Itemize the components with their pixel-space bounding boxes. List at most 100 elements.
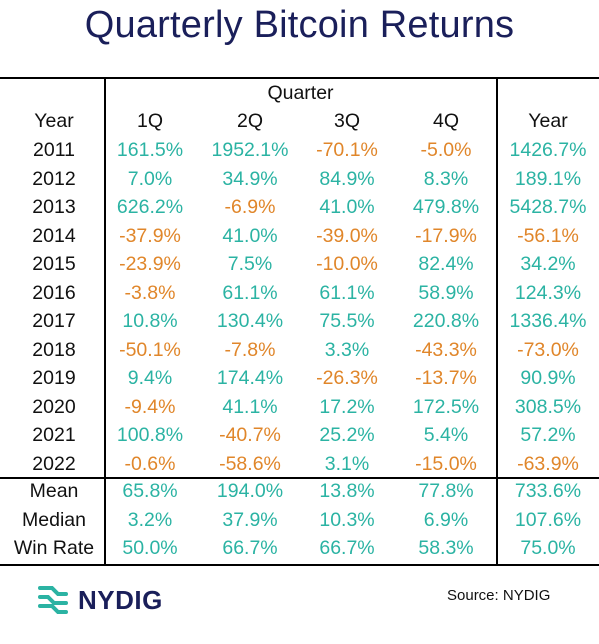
return-cell: 1426.7% xyxy=(509,139,587,161)
return-cell: -58.6% xyxy=(219,452,281,475)
quarter-column-header: 3Q xyxy=(333,110,360,132)
return-cell: 10.8% xyxy=(122,310,178,332)
row-year-label: 2015 xyxy=(32,253,76,275)
return-cell: 174.4% xyxy=(216,367,284,389)
return-cell: 34.9% xyxy=(222,167,278,190)
return-cell: 75.5% xyxy=(319,310,375,332)
return-cell: 8.3% xyxy=(423,167,469,190)
return-cell: 100.8% xyxy=(116,424,184,446)
return-cell: 57.2% xyxy=(520,424,576,446)
return-cell: -39.0% xyxy=(316,224,378,247)
return-cell: 61.1% xyxy=(222,281,278,304)
return-cell: -40.7% xyxy=(219,424,281,446)
return-cell: 3.3% xyxy=(324,338,370,361)
source-note: Source: NYDIG xyxy=(447,587,551,604)
return-cell: 7.0% xyxy=(127,167,173,190)
return-cell: -3.8% xyxy=(124,281,176,304)
table-bottom-rule xyxy=(0,564,599,566)
quarter-column-header: 4Q xyxy=(432,110,459,132)
return-cell: 220.8% xyxy=(412,310,480,332)
row-year-label: 2016 xyxy=(32,281,76,304)
return-cell: 5.4% xyxy=(423,424,469,446)
return-cell: -5.0% xyxy=(420,139,472,161)
summary-cell: 107.6% xyxy=(514,508,582,531)
nydig-logo: NYDIG xyxy=(36,582,163,618)
return-cell: -70.1% xyxy=(316,139,378,161)
summary-row-label: Mean xyxy=(29,480,79,502)
summary-cell: 50.0% xyxy=(122,537,178,559)
summary-cell: 77.8% xyxy=(418,480,474,502)
summary-cell: 65.8% xyxy=(122,480,178,502)
return-cell: -13.7% xyxy=(415,367,477,389)
return-cell: 25.2% xyxy=(319,424,375,446)
return-cell: 130.4% xyxy=(216,310,284,332)
return-cell: 82.4% xyxy=(418,253,474,275)
return-cell: 5428.7% xyxy=(509,196,587,218)
return-cell: 626.2% xyxy=(116,196,184,218)
summary-cell: 37.9% xyxy=(222,508,278,531)
return-cell: 9.4% xyxy=(127,367,173,389)
summary-cell: 66.7% xyxy=(222,537,278,559)
summary-cell: 6.9% xyxy=(423,508,469,531)
return-cell: 308.5% xyxy=(514,395,582,418)
return-cell: -6.9% xyxy=(224,196,276,218)
logo-text: NYDIG xyxy=(78,584,163,615)
return-cell: 84.9% xyxy=(319,167,375,190)
quarter-column-header: 1Q xyxy=(136,110,163,132)
return-cell: -15.0% xyxy=(415,452,477,475)
summary-cell: 58.3% xyxy=(418,537,474,559)
summary-cell: 10.3% xyxy=(319,508,375,531)
return-cell: 34.2% xyxy=(520,253,576,275)
summary-cell: 13.8% xyxy=(319,480,375,502)
return-cell: -7.8% xyxy=(224,338,276,361)
return-cell: -63.9% xyxy=(517,452,579,475)
return-cell: 479.8% xyxy=(412,196,480,218)
summary-row-label: Median xyxy=(22,508,86,531)
summary-cell: 194.0% xyxy=(216,480,284,502)
return-cell: 1336.4% xyxy=(509,310,587,332)
summary-divider-rule xyxy=(0,477,599,479)
return-cell: -9.4% xyxy=(124,395,176,418)
return-cell: -50.1% xyxy=(119,338,181,361)
row-year-label: 2020 xyxy=(32,395,76,418)
return-cell: 7.5% xyxy=(227,253,273,275)
return-cell: -26.3% xyxy=(316,367,378,389)
summary-cell: 75.0% xyxy=(520,537,576,559)
summary-cell: 733.6% xyxy=(514,480,582,502)
row-year-label: 2011 xyxy=(33,139,75,161)
summary-row-label: Win Rate xyxy=(13,537,95,559)
row-year-label: 2018 xyxy=(32,338,76,361)
return-cell: 90.9% xyxy=(520,367,576,389)
row-year-label: 2014 xyxy=(32,224,76,247)
total-column-divider xyxy=(496,77,498,564)
year-column-header: Year xyxy=(34,110,74,132)
year-column-divider xyxy=(104,77,106,564)
quarter-column-header: 2Q xyxy=(236,110,263,132)
return-cell: 58.9% xyxy=(418,281,474,304)
return-cell: -10.0% xyxy=(316,253,378,275)
return-cell: 189.1% xyxy=(514,167,582,190)
return-cell: 1952.1% xyxy=(211,139,289,161)
return-cell: -17.9% xyxy=(415,224,477,247)
return-cell: -37.9% xyxy=(119,224,181,247)
return-cell: -43.3% xyxy=(415,338,477,361)
return-cell: -23.9% xyxy=(119,253,181,275)
table-top-rule xyxy=(0,77,599,79)
row-year-label: 2013 xyxy=(32,196,76,218)
summary-cell: 66.7% xyxy=(319,537,375,559)
row-year-label: 2022 xyxy=(32,452,76,475)
chart-title: Quarterly Bitcoin Returns xyxy=(84,4,515,46)
return-cell: 41.0% xyxy=(222,224,278,247)
return-cell: 17.2% xyxy=(319,395,375,418)
row-year-label: 2017 xyxy=(32,310,76,332)
quarter-group-header: Quarter xyxy=(267,82,334,104)
summary-cell: 3.2% xyxy=(127,508,173,531)
nydig-logo-icon xyxy=(38,586,68,614)
return-cell: -73.0% xyxy=(517,338,579,361)
return-cell: 124.3% xyxy=(514,281,582,304)
row-year-label: 2012 xyxy=(32,167,76,190)
return-cell: 161.5% xyxy=(116,139,184,161)
return-cell: 41.0% xyxy=(319,196,375,218)
return-cell: 41.1% xyxy=(222,395,278,418)
